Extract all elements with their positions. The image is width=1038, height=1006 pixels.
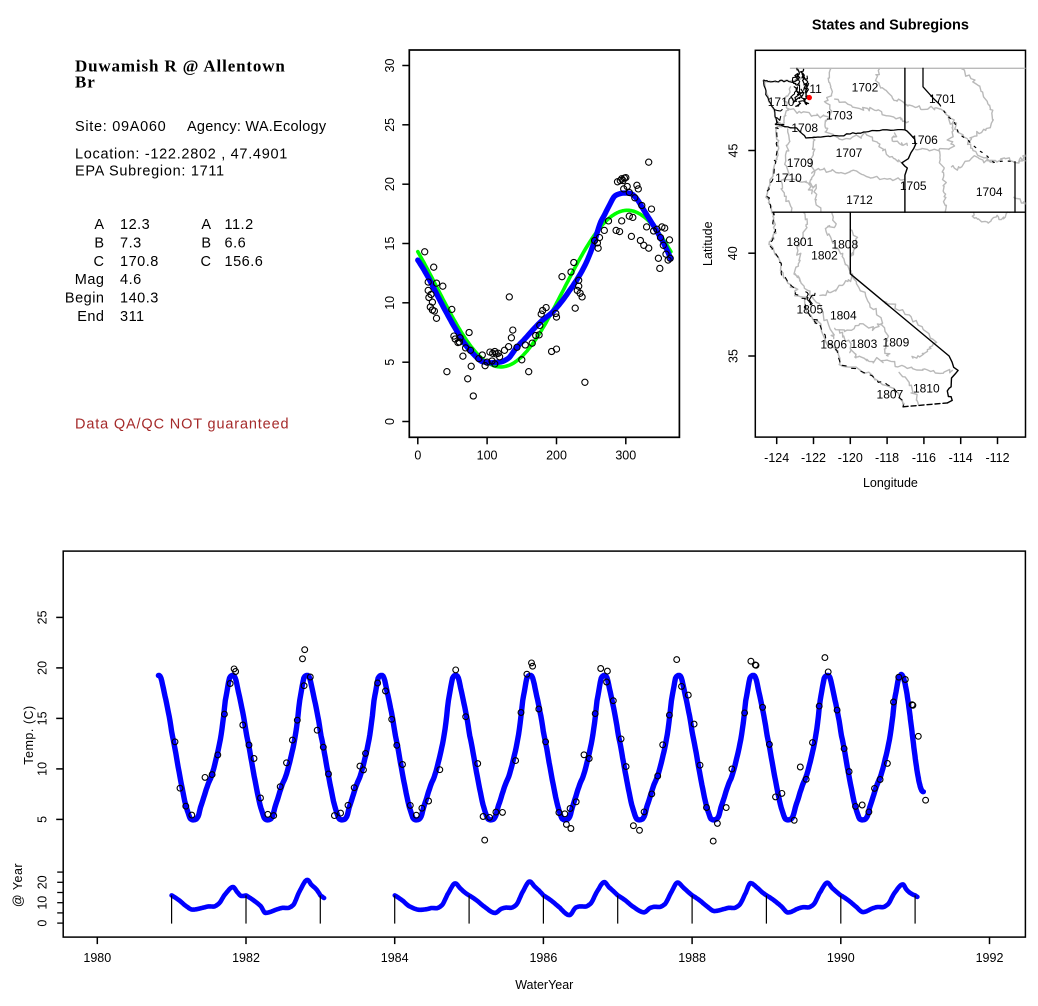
svg-text:20: 20 — [383, 177, 397, 191]
svg-text:1984: 1984 — [381, 951, 409, 965]
svg-text:20: 20 — [36, 661, 50, 675]
svg-text:-112: -112 — [985, 451, 1009, 465]
svg-text:Mag: Mag — [75, 272, 105, 288]
svg-text:States and Subregions: States and Subregions — [812, 18, 969, 34]
svg-text:10: 10 — [36, 896, 50, 910]
svg-text:1705: 1705 — [900, 179, 927, 193]
svg-text:1711: 1711 — [796, 82, 822, 96]
svg-text:1712: 1712 — [846, 193, 873, 207]
svg-text:200: 200 — [546, 449, 567, 463]
svg-text:25: 25 — [36, 610, 50, 624]
svg-text:Location: -122.2802 , 47.4901: Location: -122.2802 , 47.4901 — [75, 147, 288, 163]
svg-text:1980: 1980 — [83, 951, 111, 965]
svg-text:Data QA/QC NOT guaranteed: Data QA/QC NOT guaranteed — [75, 417, 289, 433]
svg-text:5: 5 — [36, 816, 50, 823]
svg-text:1710: 1710 — [775, 171, 802, 185]
svg-text:1992: 1992 — [976, 951, 1004, 965]
svg-text:@ Year: @ Year — [11, 863, 25, 907]
svg-text:1710: 1710 — [768, 95, 795, 109]
svg-text:1801: 1801 — [787, 235, 814, 249]
svg-text:End: End — [77, 309, 104, 325]
svg-text:Duwamish R @ Allentown: Duwamish R @ Allentown — [75, 57, 286, 76]
svg-text:6.6: 6.6 — [225, 235, 247, 251]
svg-text:1804: 1804 — [830, 309, 857, 323]
svg-text:311: 311 — [120, 309, 145, 325]
svg-text:-116: -116 — [912, 451, 936, 465]
svg-text:-124: -124 — [764, 451, 789, 465]
svg-text:100: 100 — [477, 449, 498, 463]
svg-text:1704: 1704 — [976, 185, 1003, 199]
svg-text:C: C — [94, 254, 105, 270]
svg-text:EPA Subregion: 1711: EPA Subregion: 1711 — [75, 164, 225, 180]
svg-text:-122: -122 — [801, 451, 826, 465]
svg-text:15: 15 — [36, 711, 50, 725]
svg-text:1988: 1988 — [678, 951, 706, 965]
svg-text:0: 0 — [36, 920, 50, 927]
svg-text:10: 10 — [36, 762, 50, 776]
svg-text:156.6: 156.6 — [225, 254, 264, 270]
svg-text:1810: 1810 — [913, 382, 940, 396]
svg-text:30: 30 — [383, 58, 397, 72]
svg-text:1809: 1809 — [883, 335, 910, 349]
svg-text:40: 40 — [726, 246, 740, 260]
svg-text:-120: -120 — [838, 451, 863, 465]
svg-text:0: 0 — [383, 418, 397, 425]
svg-text:25: 25 — [383, 118, 397, 132]
svg-text:0: 0 — [414, 449, 421, 463]
svg-text:Latitude: Latitude — [701, 221, 715, 266]
svg-text:A: A — [201, 217, 211, 233]
svg-text:Agency: WA.Ecology: Agency: WA.Ecology — [187, 119, 327, 135]
svg-text:11.2: 11.2 — [225, 217, 254, 233]
svg-text:B: B — [94, 235, 104, 251]
svg-text:Temp. (C): Temp. (C) — [22, 705, 36, 764]
svg-text:4.6: 4.6 — [120, 272, 142, 288]
svg-text:WaterYear: WaterYear — [515, 978, 573, 992]
svg-text:B: B — [201, 235, 211, 251]
svg-text:1805: 1805 — [796, 303, 823, 317]
svg-text:1808: 1808 — [831, 238, 858, 252]
svg-text:Begin: Begin — [65, 291, 105, 307]
svg-text:12.3: 12.3 — [120, 217, 150, 233]
svg-text:Site: 09A060: Site: 09A060 — [75, 119, 166, 135]
svg-text:1806: 1806 — [820, 338, 847, 352]
svg-text:Longitude: Longitude — [863, 476, 918, 490]
svg-text:1982: 1982 — [232, 951, 260, 965]
svg-text:A: A — [94, 217, 104, 233]
svg-text:1802: 1802 — [811, 249, 838, 263]
svg-text:1703: 1703 — [826, 109, 853, 123]
svg-text:170.8: 170.8 — [120, 254, 159, 270]
svg-text:35: 35 — [726, 349, 740, 363]
svg-text:1706: 1706 — [911, 133, 938, 147]
svg-text:15: 15 — [383, 236, 397, 250]
svg-text:7.3: 7.3 — [120, 235, 142, 251]
svg-text:C: C — [201, 254, 211, 270]
svg-text:-114: -114 — [949, 451, 973, 465]
svg-text:1803: 1803 — [851, 337, 878, 351]
svg-text:45: 45 — [726, 144, 740, 158]
svg-text:Br: Br — [75, 73, 96, 92]
svg-text:1708: 1708 — [791, 121, 818, 135]
svg-text:-118: -118 — [875, 451, 899, 465]
svg-text:20: 20 — [36, 875, 50, 889]
svg-text:1986: 1986 — [529, 951, 557, 965]
svg-text:5: 5 — [383, 359, 397, 366]
svg-text:1701: 1701 — [929, 92, 956, 106]
svg-text:1990: 1990 — [827, 951, 855, 965]
svg-text:1807: 1807 — [877, 387, 904, 401]
svg-text:1702: 1702 — [852, 80, 879, 94]
svg-text:140.3: 140.3 — [120, 291, 159, 307]
svg-text:300: 300 — [615, 449, 636, 463]
svg-text:10: 10 — [383, 296, 397, 310]
svg-text:1707: 1707 — [836, 146, 863, 160]
svg-text:1709: 1709 — [787, 156, 814, 170]
